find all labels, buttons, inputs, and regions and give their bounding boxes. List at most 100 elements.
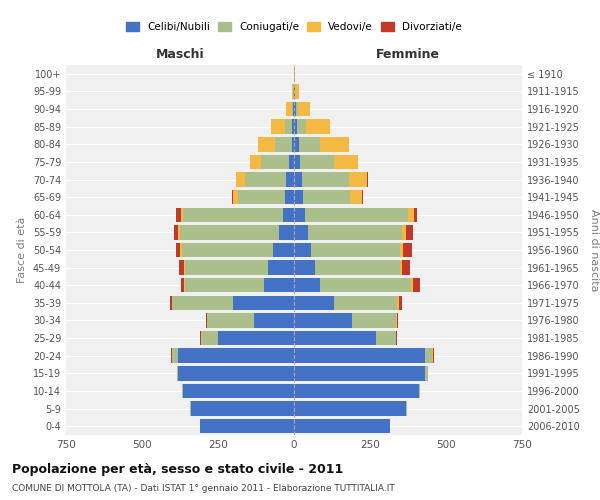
Bar [271, 120, 285, 134]
Bar [403, 243, 412, 257]
Bar [411, 278, 413, 292]
Bar [273, 243, 294, 257]
Bar [294, 296, 334, 310]
Bar [268, 260, 294, 275]
Bar [232, 190, 233, 204]
Bar [254, 314, 294, 328]
Bar [294, 172, 302, 186]
Bar [399, 296, 402, 310]
Bar [180, 225, 279, 240]
Bar [183, 208, 283, 222]
Bar [294, 278, 320, 292]
Bar [178, 348, 294, 363]
Bar [285, 190, 294, 204]
Bar [181, 278, 184, 292]
Bar [285, 120, 292, 134]
Bar [294, 190, 303, 204]
Bar [170, 296, 172, 310]
Bar [236, 172, 245, 186]
Bar [292, 84, 293, 98]
Bar [294, 366, 425, 380]
Bar [176, 243, 181, 257]
Bar [300, 154, 334, 169]
Bar [295, 84, 299, 98]
Bar [352, 314, 396, 328]
Bar [334, 154, 358, 169]
Bar [367, 172, 368, 186]
Bar [296, 102, 298, 117]
Bar [406, 225, 413, 240]
Bar [238, 190, 285, 204]
Bar [302, 172, 349, 186]
Bar [414, 208, 417, 222]
Bar [275, 137, 292, 152]
Bar [200, 331, 201, 345]
Text: Popolazione per età, sesso e stato civile - 2011: Popolazione per età, sesso e stato civil… [12, 462, 343, 475]
Bar [400, 243, 403, 257]
Bar [294, 260, 315, 275]
Bar [402, 260, 410, 275]
Bar [433, 348, 434, 363]
Bar [320, 137, 349, 152]
Bar [218, 331, 294, 345]
Bar [413, 278, 420, 292]
Bar [294, 84, 295, 98]
Bar [294, 137, 299, 152]
Y-axis label: Anni di nascita: Anni di nascita [589, 209, 599, 291]
Bar [208, 314, 254, 328]
Bar [206, 314, 207, 328]
Bar [178, 366, 294, 380]
Bar [362, 190, 363, 204]
Bar [294, 243, 311, 257]
Bar [294, 331, 376, 345]
Bar [349, 172, 367, 186]
Bar [233, 190, 238, 204]
Bar [172, 348, 178, 363]
Bar [259, 137, 275, 152]
Bar [294, 314, 352, 328]
Bar [294, 102, 296, 117]
Bar [299, 137, 320, 152]
Bar [286, 102, 292, 117]
Bar [283, 208, 294, 222]
Bar [397, 296, 399, 310]
Bar [185, 278, 263, 292]
Bar [185, 260, 268, 275]
Bar [289, 154, 294, 169]
Bar [294, 154, 300, 169]
Bar [179, 260, 184, 275]
Bar [201, 331, 218, 345]
Bar [397, 314, 398, 328]
Bar [292, 137, 294, 152]
Bar [184, 278, 185, 292]
Bar [311, 243, 400, 257]
Bar [425, 366, 428, 380]
Bar [376, 331, 396, 345]
Legend: Celibi/Nubili, Coniugati/e, Vedovi/e, Divorziati/e: Celibi/Nubili, Coniugati/e, Vedovi/e, Di… [123, 18, 465, 35]
Bar [245, 172, 286, 186]
Bar [292, 102, 293, 117]
Bar [184, 260, 185, 275]
Text: Maschi: Maschi [155, 48, 205, 62]
Bar [294, 208, 305, 222]
Bar [402, 225, 406, 240]
Bar [350, 190, 362, 204]
Bar [425, 348, 433, 363]
Bar [294, 120, 297, 134]
Bar [200, 419, 294, 434]
Bar [250, 154, 260, 169]
Bar [263, 278, 294, 292]
Bar [177, 366, 178, 380]
Bar [294, 402, 406, 416]
Bar [172, 296, 233, 310]
Bar [294, 419, 390, 434]
Bar [260, 154, 289, 169]
Bar [183, 384, 294, 398]
Bar [233, 296, 294, 310]
Bar [182, 243, 273, 257]
Bar [294, 348, 425, 363]
Bar [298, 102, 310, 117]
Bar [303, 190, 350, 204]
Bar [396, 331, 397, 345]
Y-axis label: Fasce di età: Fasce di età [17, 217, 27, 283]
